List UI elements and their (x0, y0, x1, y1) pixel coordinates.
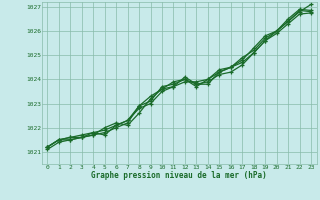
X-axis label: Graphe pression niveau de la mer (hPa): Graphe pression niveau de la mer (hPa) (91, 171, 267, 180)
